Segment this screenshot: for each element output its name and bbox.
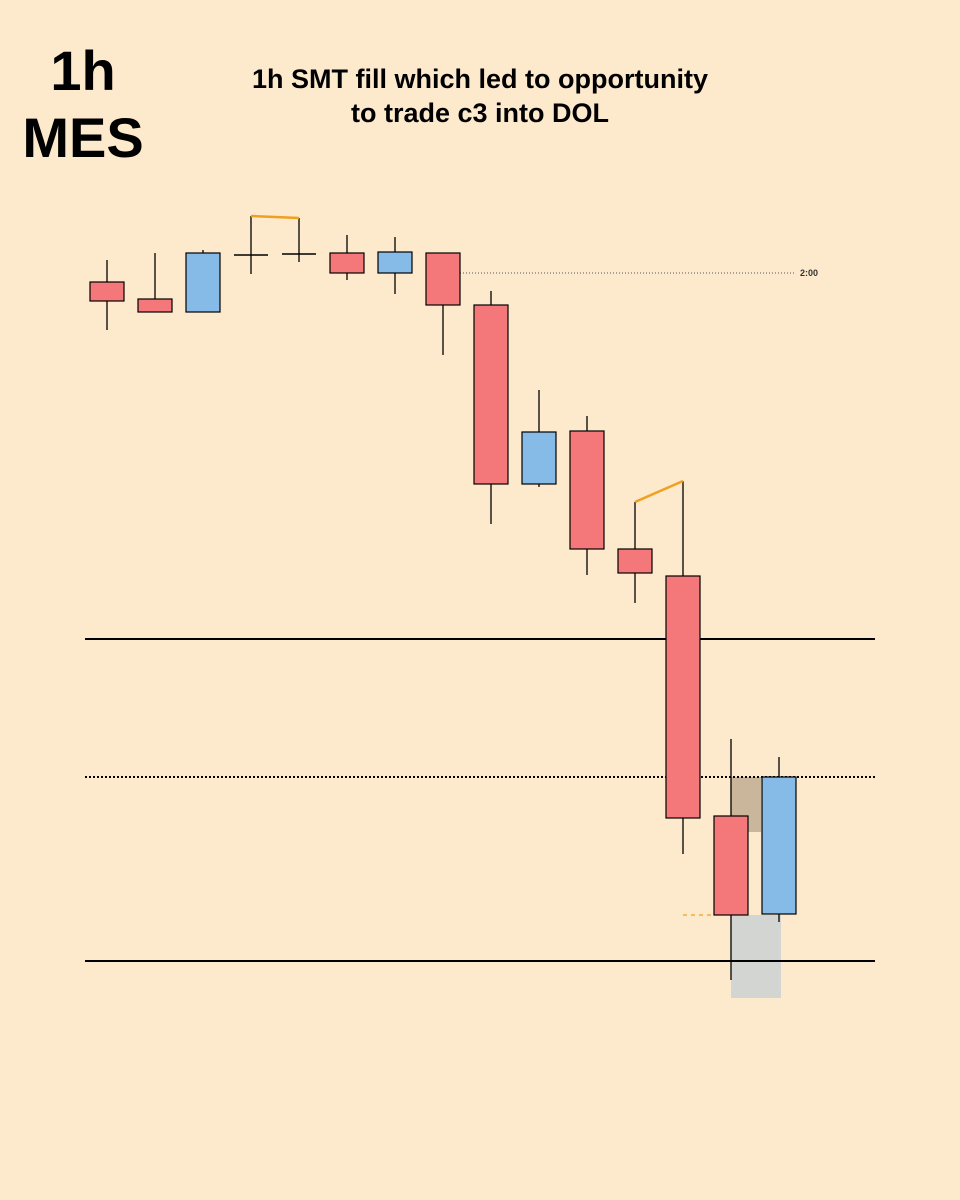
candle-body: [617, 548, 653, 574]
candle-body: [761, 776, 797, 915]
symbol-name: MES: [22, 106, 143, 169]
candle-body: [521, 431, 557, 485]
candle-body: [425, 252, 461, 306]
candle-body: [185, 252, 221, 313]
smt-line: [634, 479, 684, 504]
candle-body: [89, 281, 125, 302]
candle-body: [473, 304, 509, 485]
candle-body: [377, 251, 413, 274]
candle-body: [569, 430, 605, 550]
zone: [731, 915, 781, 998]
candle-body: [713, 815, 749, 916]
candle-body: [329, 252, 365, 274]
chart-title: 1h SMT fill which led to opportunity: [252, 64, 708, 94]
candle-body: [665, 575, 701, 819]
level-label: 2:00: [800, 268, 818, 278]
candle-body: [137, 298, 173, 313]
chart-title: to trade c3 into DOL: [351, 98, 609, 128]
symbol-timeframe: 1h: [50, 39, 115, 102]
smt-line: [250, 214, 300, 220]
